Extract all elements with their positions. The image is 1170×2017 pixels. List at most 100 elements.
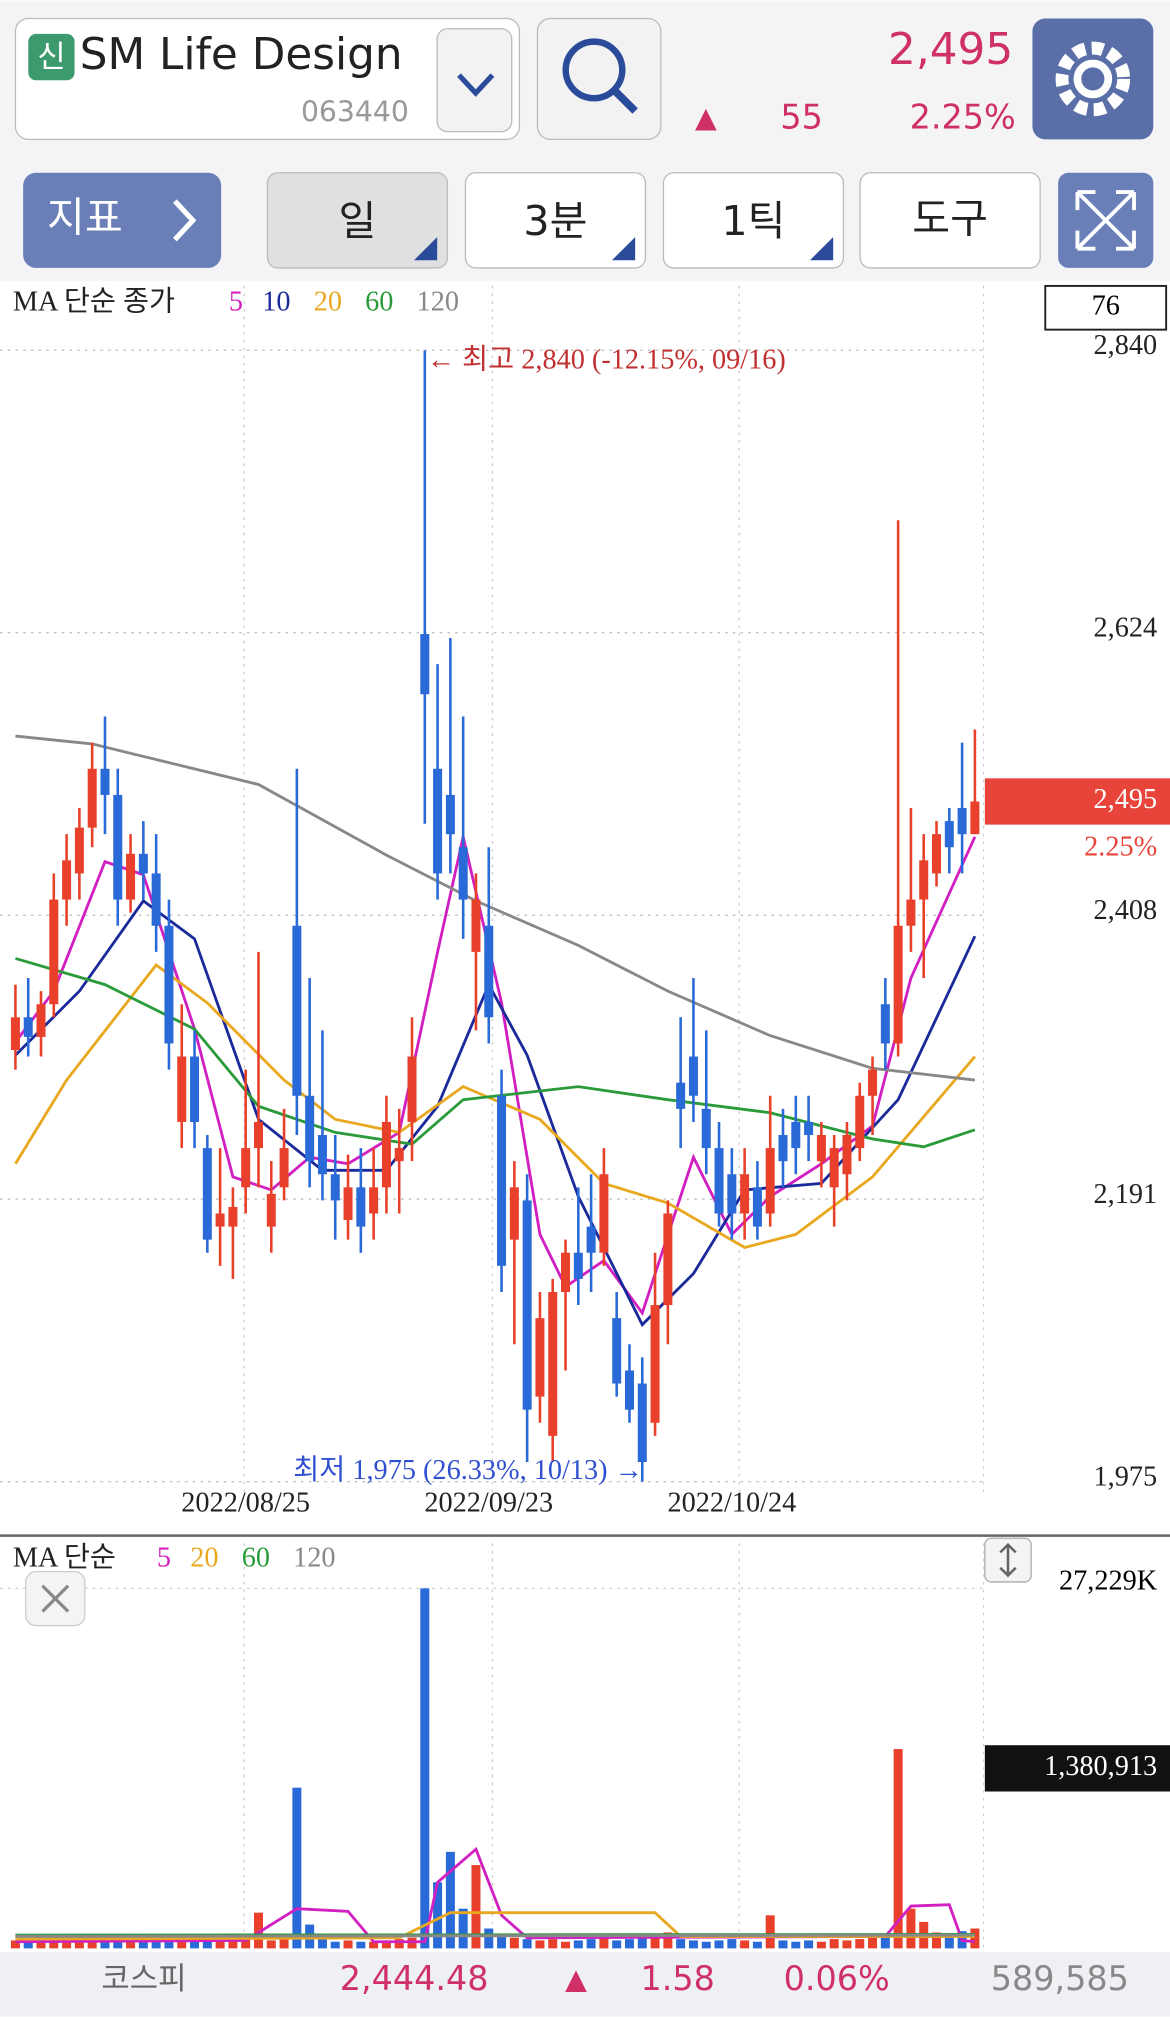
volume-bar — [36, 1940, 46, 1949]
candle-body — [394, 1148, 404, 1162]
volume-bar — [266, 1940, 276, 1949]
volume-bar — [637, 1936, 647, 1949]
volume-bar — [868, 1937, 878, 1949]
settings-button[interactable] — [1032, 18, 1154, 140]
y-tick-label: 2,191 — [1094, 1179, 1158, 1210]
y-tick-label: 2,624 — [1094, 613, 1158, 644]
stock-box[interactable] — [14, 17, 521, 141]
tick-label: 1틱 — [721, 197, 785, 245]
tick-button[interactable] — [662, 172, 845, 269]
minute-button[interactable] — [464, 172, 647, 269]
indicator-button[interactable] — [23, 172, 222, 268]
candle-body — [215, 1213, 225, 1227]
volume-bar — [458, 1908, 468, 1949]
ma-line — [14, 898, 977, 1328]
candle-body — [23, 1017, 33, 1037]
candle-body — [701, 1108, 711, 1149]
minute-label: 3분 — [523, 197, 587, 245]
candle-body — [484, 925, 494, 1018]
volume-bar — [228, 1940, 238, 1949]
candle-body — [752, 1187, 762, 1227]
volume-bar — [778, 1940, 788, 1949]
indicator-label: 지표 — [47, 193, 123, 241]
candle-body — [919, 860, 929, 900]
day-label: 일 — [339, 197, 377, 245]
candle-body — [535, 1318, 545, 1397]
volume-bar — [484, 1928, 494, 1949]
charts: 2,840 2,624 2,408 2,191 1,975 2022/08/25 2022/… — [0, 284, 1170, 1949]
resize-icon — [999, 1542, 1017, 1578]
legend-entry: 20 — [190, 1543, 218, 1574]
y-tick-label: 1,975 — [1094, 1462, 1158, 1493]
tools-button[interactable] — [859, 172, 1041, 269]
dropdown-icon — [457, 73, 495, 97]
volume-bar — [330, 1941, 340, 1949]
candle-body — [100, 768, 110, 795]
candle-body — [49, 899, 59, 1005]
candle-body — [74, 827, 84, 874]
candle-body — [138, 853, 148, 874]
ma-line — [15, 734, 976, 1082]
volume-bar — [535, 1940, 545, 1949]
volume-bar — [522, 1939, 532, 1949]
count-label: 76 — [1092, 290, 1120, 321]
volume-bar — [970, 1928, 980, 1949]
candle-body — [573, 1252, 583, 1279]
index-change: 1.58 — [640, 1959, 714, 1998]
volume-bar — [164, 1939, 174, 1949]
volume-bar — [151, 1941, 161, 1949]
volume-ma-line — [15, 1933, 975, 1938]
ma-line — [14, 963, 976, 1250]
volume-bar — [445, 1851, 455, 1949]
candle-body — [266, 1193, 276, 1227]
search-icon — [562, 38, 626, 102]
candle-body — [650, 1305, 660, 1423]
index-name: 코스피 — [101, 1961, 186, 1997]
candle-body — [445, 794, 455, 835]
change-rate: 2.25% — [910, 97, 1016, 136]
candle-body — [522, 1200, 532, 1410]
y-tick-label: 2,840 — [1094, 330, 1158, 361]
volume-bar — [650, 1937, 660, 1949]
candle-body — [663, 1213, 673, 1306]
volume-bar — [202, 1940, 212, 1949]
candle-body — [561, 1252, 571, 1292]
candle-body — [548, 1291, 558, 1436]
current-price-label: 2,495 — [1094, 784, 1158, 815]
legend-entry: 10 — [262, 286, 290, 317]
candle-body — [957, 808, 967, 835]
settings-icon-core — [1073, 59, 1113, 99]
badge: 신 — [37, 39, 65, 75]
y-tick-label: 27,229K — [1059, 1566, 1158, 1597]
search-button[interactable] — [536, 17, 662, 141]
candle-body — [497, 1095, 507, 1266]
footer-bg — [0, 1952, 1170, 2017]
tools-label: 도구 — [912, 195, 988, 243]
volume-bar — [599, 1937, 609, 1949]
index-rate: 0.06% — [784, 1959, 890, 1998]
y-tick-label: 2,408 — [1094, 895, 1158, 926]
dropdown-button[interactable] — [436, 28, 513, 133]
x-tick-label: 2022/09/23 — [424, 1487, 553, 1518]
volume-bar — [561, 1941, 571, 1949]
x-tick-label: 2022/08/25 — [181, 1487, 310, 1518]
candle-body — [714, 1148, 724, 1214]
volume-bar — [356, 1941, 366, 1949]
volume-bar — [663, 1932, 673, 1949]
volume-bar — [944, 1933, 954, 1949]
candle-body — [944, 821, 954, 848]
candle-body — [727, 1174, 737, 1214]
volume-bar — [23, 1941, 33, 1949]
day-button[interactable] — [266, 172, 449, 269]
legend-entry: 120 — [293, 1543, 335, 1574]
corner-mark — [414, 237, 438, 261]
volume-bar — [343, 1940, 353, 1949]
legend-title: MA 단순 — [13, 1542, 116, 1574]
candle-body — [612, 1318, 622, 1384]
candle-body — [842, 1135, 852, 1175]
candle-body — [126, 853, 136, 900]
volume-bar — [381, 1940, 391, 1949]
candle-body — [87, 768, 97, 828]
candle-body — [151, 873, 161, 926]
volume-bar — [241, 1939, 251, 1949]
